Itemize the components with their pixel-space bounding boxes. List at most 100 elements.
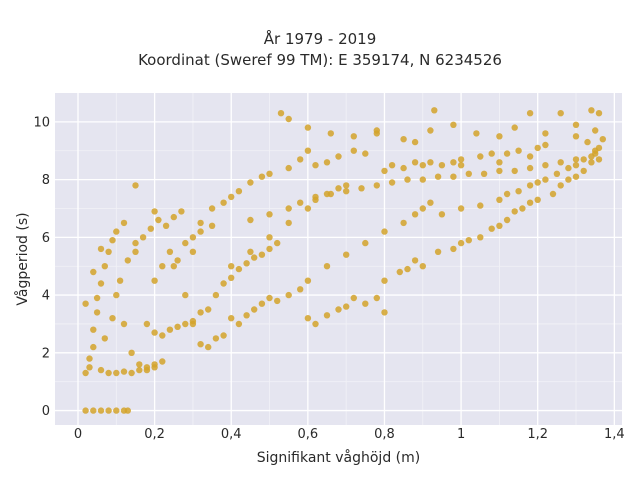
data-point xyxy=(97,245,105,253)
data-point xyxy=(572,156,580,163)
data-point xyxy=(343,303,350,310)
data-point xyxy=(572,173,580,180)
data-point xyxy=(503,190,511,198)
data-point xyxy=(147,225,154,232)
x-tick-label: 0,4 xyxy=(221,427,242,442)
data-point xyxy=(151,361,158,368)
data-point xyxy=(258,300,266,307)
data-point xyxy=(136,361,143,368)
data-point xyxy=(534,179,541,186)
data-point xyxy=(588,107,595,114)
data-point xyxy=(82,369,89,377)
data-point xyxy=(526,182,534,189)
x-tick-label: 1,4 xyxy=(604,427,625,442)
data-point xyxy=(595,144,603,152)
x-tick-label: 0 xyxy=(74,427,82,442)
data-point xyxy=(304,205,312,212)
data-point xyxy=(266,170,273,177)
data-point xyxy=(400,136,407,143)
data-point xyxy=(155,216,162,224)
data-point xyxy=(542,176,549,183)
y-tick-label: 0 xyxy=(42,404,50,419)
data-point xyxy=(565,164,572,172)
data-point xyxy=(247,248,254,255)
data-point xyxy=(277,110,285,117)
data-point xyxy=(170,263,177,270)
data-point xyxy=(465,170,472,177)
y-tick-label: 4 xyxy=(42,289,50,304)
data-point xyxy=(208,205,216,212)
data-point xyxy=(312,193,319,201)
data-point xyxy=(381,167,388,175)
data-point xyxy=(166,248,174,255)
data-point xyxy=(93,294,101,302)
data-point xyxy=(304,277,312,284)
data-point xyxy=(128,369,135,377)
x-tick-label: 0,6 xyxy=(298,427,319,442)
data-point xyxy=(438,162,446,169)
data-point xyxy=(549,190,557,198)
data-point xyxy=(174,323,181,330)
data-point xyxy=(515,188,522,195)
data-point xyxy=(526,164,534,172)
data-point xyxy=(572,162,580,169)
data-point xyxy=(327,190,334,198)
data-point xyxy=(297,286,304,293)
data-point xyxy=(557,159,564,166)
data-point xyxy=(542,130,549,137)
data-point xyxy=(120,219,128,227)
data-point xyxy=(312,162,319,169)
data-point xyxy=(101,263,109,270)
data-point xyxy=(411,159,419,166)
data-point xyxy=(427,199,434,206)
data-point xyxy=(572,121,580,128)
data-point xyxy=(381,228,388,235)
data-point xyxy=(350,294,357,302)
data-point xyxy=(592,150,599,157)
data-point xyxy=(381,277,388,284)
data-point xyxy=(274,297,281,305)
data-point xyxy=(404,176,411,183)
data-point xyxy=(159,358,166,365)
data-point xyxy=(434,173,442,180)
data-point xyxy=(557,110,564,117)
data-point xyxy=(457,162,465,169)
data-point xyxy=(304,147,312,154)
data-point xyxy=(503,150,511,157)
data-point xyxy=(304,124,312,131)
data-point xyxy=(97,366,105,374)
data-point xyxy=(97,280,105,287)
data-point xyxy=(90,407,97,414)
data-point xyxy=(358,185,365,192)
data-point xyxy=(197,341,204,348)
data-point xyxy=(496,167,503,175)
data-point xyxy=(519,205,526,212)
data-point xyxy=(120,320,128,328)
data-point xyxy=(496,196,503,203)
data-point xyxy=(327,130,334,137)
data-point xyxy=(335,185,342,192)
data-point xyxy=(488,150,495,157)
data-point xyxy=(335,153,342,160)
data-point xyxy=(116,277,124,284)
data-point xyxy=(588,159,595,166)
chart-subtitle: Koordinat (Sweref 99 TM): E 359174, N 62… xyxy=(138,51,502,69)
data-point xyxy=(189,234,197,241)
data-point xyxy=(228,315,235,322)
data-point xyxy=(189,248,197,255)
data-point xyxy=(580,156,587,163)
data-point xyxy=(247,216,254,224)
data-point xyxy=(511,124,518,131)
data-point xyxy=(266,234,273,241)
data-point xyxy=(136,366,143,374)
data-point xyxy=(228,263,235,270)
data-point xyxy=(258,251,266,258)
data-point xyxy=(503,216,511,224)
data-point xyxy=(113,407,120,414)
data-point xyxy=(373,127,380,134)
y-tick-label: 2 xyxy=(42,346,50,361)
data-point xyxy=(205,306,212,313)
data-point xyxy=(124,407,131,414)
data-point xyxy=(197,309,204,316)
